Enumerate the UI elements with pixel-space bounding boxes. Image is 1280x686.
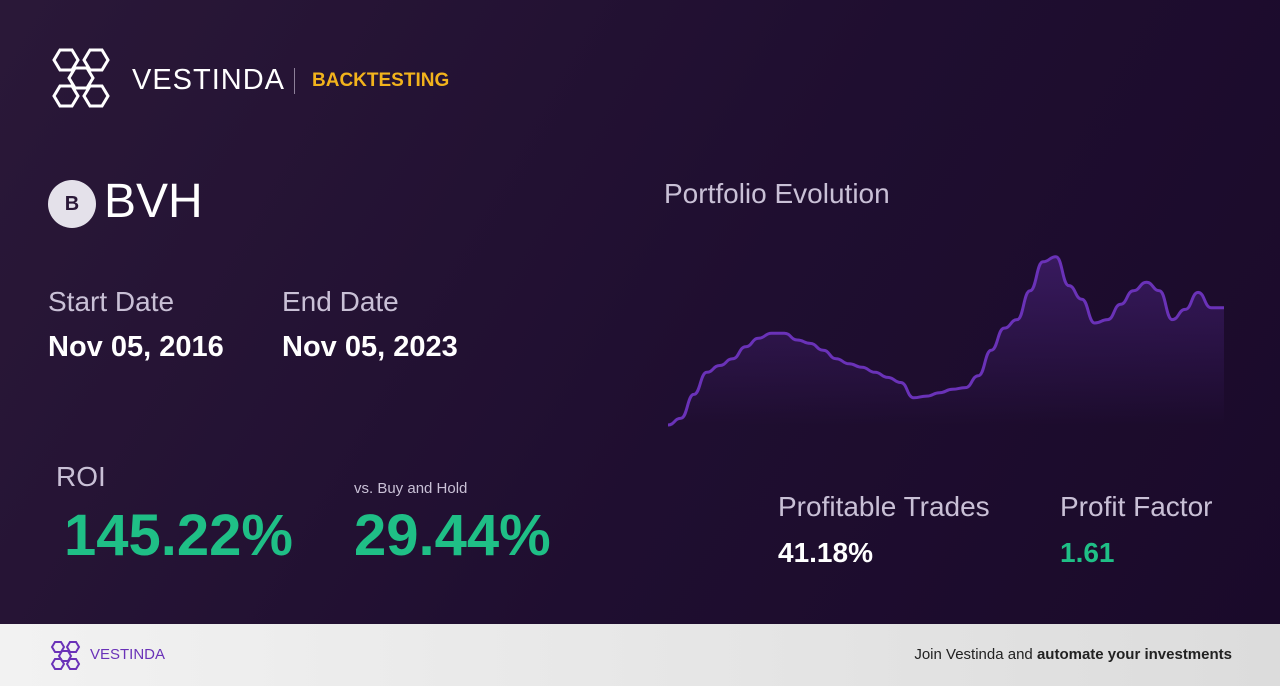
vs-value: 29.44%	[354, 503, 551, 568]
cta-bold: automate your investments	[1036, 646, 1232, 663]
pf-label: Profit Factor	[1060, 491, 1213, 522]
section: BACKTESTING	[312, 70, 450, 91]
end-date: Nov 05, 2023	[282, 331, 458, 363]
pf-value: 1.61	[1060, 537, 1115, 568]
logo	[52, 48, 110, 108]
start-date: Nov 05, 2016	[48, 331, 224, 363]
brand: VESTINDA	[132, 64, 286, 96]
chart-title: Portfolio Evolution	[664, 178, 890, 209]
divider	[294, 68, 295, 94]
asset-icon: B	[48, 180, 96, 228]
vs-label: vs. Buy and Hold	[354, 480, 468, 497]
profitable-label: Profitable Trades	[778, 491, 990, 522]
line	[667, 255, 1224, 427]
start-label: Start Date	[48, 286, 175, 317]
area	[668, 256, 1224, 425]
chart	[667, 255, 1224, 427]
footer: VESTINDA Join Vestinda and automate your…	[0, 624, 1280, 686]
cta-text: Join Vestinda and	[914, 646, 1033, 663]
ticker: BVH	[104, 175, 203, 228]
profitable-value: 41.18%	[778, 537, 873, 568]
footer-logo	[50, 641, 81, 670]
roi-label: ROI	[56, 461, 106, 492]
end-label: End Date	[282, 286, 399, 317]
footer-brand: VESTINDA	[90, 646, 166, 663]
cta: Join Vestinda and automate your investme…	[914, 646, 1232, 663]
roi: 145.22%	[64, 503, 293, 568]
